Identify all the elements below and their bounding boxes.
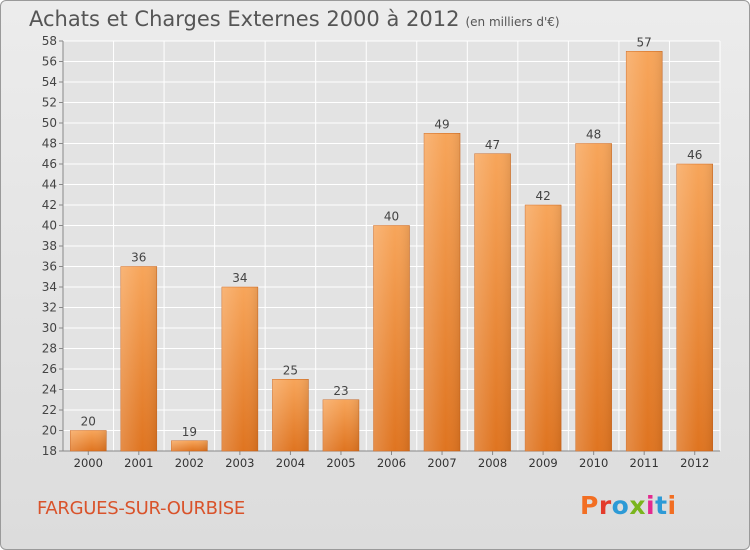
data-label: 36 xyxy=(131,251,146,265)
data-label: 47 xyxy=(485,138,500,152)
x-tick-label: 2002 xyxy=(175,456,204,470)
data-label: 42 xyxy=(535,189,550,203)
x-tick-label: 2000 xyxy=(74,456,103,470)
data-label: 49 xyxy=(434,117,449,131)
y-tick-label: 56 xyxy=(42,55,57,69)
y-tick-label: 22 xyxy=(42,403,57,417)
y-tick-label: 52 xyxy=(42,96,57,110)
bar-shade xyxy=(323,400,359,451)
data-label: 19 xyxy=(182,425,197,439)
data-label: 48 xyxy=(586,128,601,142)
y-tick-label: 32 xyxy=(42,301,57,315)
y-tick-label: 44 xyxy=(42,178,57,192)
x-tick-label: 2008 xyxy=(478,456,507,470)
y-tick-label: 36 xyxy=(42,260,57,274)
y-tick-label: 30 xyxy=(42,321,57,335)
y-tick-label: 18 xyxy=(42,444,57,458)
chart-frame: Achats et Charges Externes 2000 à 2012 (e… xyxy=(0,0,750,550)
logo-letter: x xyxy=(629,491,646,520)
bar-shade xyxy=(626,51,662,451)
x-tick-label: 2009 xyxy=(528,456,557,470)
data-label: 23 xyxy=(333,384,348,398)
x-tick-label: 2012 xyxy=(680,456,709,470)
y-tick-label: 28 xyxy=(42,342,57,356)
proxiti-logo: Proxiti xyxy=(580,491,677,520)
x-tick-label: 2006 xyxy=(377,456,406,470)
y-tick-label: 40 xyxy=(42,219,57,233)
data-label: 40 xyxy=(384,210,399,224)
y-tick-label: 50 xyxy=(42,116,57,130)
x-tick-label: 2011 xyxy=(630,456,659,470)
logo-letter: i xyxy=(646,491,655,520)
logo-letter: i xyxy=(668,491,677,520)
y-tick-label: 48 xyxy=(42,137,57,151)
logo-letter: t xyxy=(655,491,667,520)
x-tick-label: 2004 xyxy=(276,456,305,470)
bar-shade xyxy=(171,441,207,451)
y-tick-label: 42 xyxy=(42,198,57,212)
bar-shade xyxy=(424,133,460,451)
bar-shade xyxy=(121,267,157,452)
logo-letter: o xyxy=(612,491,630,520)
commune-name: FARGUES-SUR-OURBISE xyxy=(37,498,245,519)
data-label: 34 xyxy=(232,271,247,285)
y-tick-label: 38 xyxy=(42,239,57,253)
logo-letter: r xyxy=(599,491,612,520)
bar-shade xyxy=(70,431,106,452)
data-label: 46 xyxy=(687,148,702,162)
bar-shade xyxy=(677,164,713,451)
bar-shade xyxy=(525,205,561,451)
y-tick-label: 34 xyxy=(42,280,57,294)
y-tick-label: 54 xyxy=(42,75,57,89)
y-tick-label: 20 xyxy=(42,424,57,438)
bar-shade xyxy=(475,154,511,451)
bar-shade xyxy=(272,379,308,451)
data-label: 20 xyxy=(81,415,96,429)
x-tick-label: 2001 xyxy=(124,456,153,470)
x-tick-label: 2003 xyxy=(225,456,254,470)
x-tick-label: 2010 xyxy=(579,456,608,470)
x-tick-label: 2005 xyxy=(326,456,355,470)
bar-shade xyxy=(222,287,258,451)
bar-shade xyxy=(374,226,410,452)
y-tick-label: 26 xyxy=(42,362,57,376)
logo-letter: P xyxy=(580,491,599,520)
y-tick-label: 58 xyxy=(42,34,57,48)
x-tick-label: 2007 xyxy=(427,456,456,470)
y-tick-label: 24 xyxy=(42,383,57,397)
y-tick-label: 46 xyxy=(42,157,57,171)
bar-chart: 18 20 22 24 26 28 30 32 34 36 38 40 42 44 46 48 50 52 54 56… xyxy=(1,1,750,550)
data-label: 25 xyxy=(283,363,298,377)
bar-shade xyxy=(576,144,612,452)
data-label: 57 xyxy=(637,35,652,49)
